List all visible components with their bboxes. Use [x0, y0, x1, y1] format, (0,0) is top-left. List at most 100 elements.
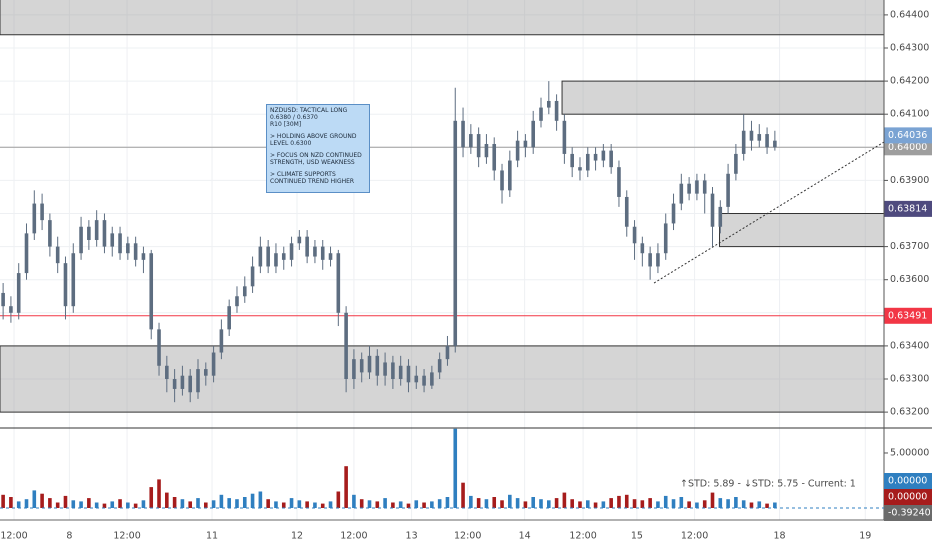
x-tick-label: 12:00: [0, 531, 27, 542]
annotation-box: NZDUSD: TACTICAL LONG 0.6380 / 0.6370 R10…: [266, 104, 370, 193]
histogram-bar: [398, 501, 403, 509]
histogram-bar: [570, 499, 574, 509]
candle-body: [375, 355, 380, 376]
candle-body: [726, 173, 730, 207]
y-tick-label: 0.64400: [890, 9, 929, 20]
histogram-bar: [40, 493, 44, 509]
price-badge: [884, 307, 932, 324]
candle-body: [71, 253, 76, 307]
candle-body: [710, 193, 715, 227]
x-tick-label: 15: [631, 531, 643, 542]
histogram-bar: [617, 495, 621, 509]
histogram-bar: [165, 492, 169, 509]
candle-body: [24, 233, 29, 274]
histogram-bar: [445, 497, 450, 509]
candle-body: [211, 352, 216, 376]
candle-body: [734, 153, 738, 174]
candle-body: [671, 203, 676, 224]
histogram-bar: [437, 499, 442, 509]
candle-body: [48, 220, 52, 247]
histogram-bar: [702, 500, 707, 509]
candle-body: [281, 253, 286, 260]
candle-body: [523, 140, 528, 148]
histogram-bar: [9, 497, 13, 509]
candle-body: [422, 375, 426, 386]
histogram-bar: [149, 487, 154, 509]
candle-body: [773, 140, 777, 148]
zone: [0, 345, 884, 413]
histogram-bar: [227, 498, 231, 509]
histogram-bar: [313, 502, 317, 509]
candle-body: [406, 365, 411, 383]
histogram-bar: [71, 500, 76, 509]
candle-body: [94, 220, 99, 240]
histogram-bar: [726, 499, 730, 509]
histogram-bar: [624, 494, 629, 509]
y-tick-label: 0.63900: [890, 175, 929, 186]
histogram-bar: [219, 494, 224, 509]
histogram-bar: [453, 428, 458, 509]
histogram-bar: [523, 501, 528, 509]
histogram-bar: [422, 502, 426, 509]
histogram-bar: [110, 501, 115, 509]
histogram-bar: [196, 498, 200, 509]
candle-body: [695, 180, 699, 194]
price-badge-label: 0.63491: [888, 310, 927, 321]
price-badge-label: 0.64036: [888, 130, 927, 141]
candle-body: [570, 153, 574, 168]
histogram-bar: [242, 497, 247, 509]
histogram-bar: [1, 494, 5, 509]
indicator-badge: [884, 489, 932, 505]
histogram-bar: [55, 502, 60, 509]
histogram-bar: [87, 498, 91, 509]
histogram-bar: [656, 501, 660, 509]
histogram-bar: [16, 501, 21, 509]
candle-body: [40, 203, 44, 221]
histogram-bar: [562, 492, 567, 509]
histogram-bar: [344, 466, 348, 509]
histogram-bar: [531, 497, 536, 509]
candle-body: [437, 359, 442, 373]
histogram-bar: [609, 498, 613, 509]
histogram-bar: [749, 502, 754, 509]
histogram-bar: [500, 500, 504, 509]
x-tick-label: 19: [859, 531, 871, 542]
candle-body: [344, 312, 348, 380]
candle-body: [585, 153, 590, 171]
y-tick-label: 0.64100: [890, 109, 929, 120]
histogram-bar: [133, 503, 138, 509]
histogram-bar: [492, 497, 497, 509]
histogram-bar: [336, 491, 341, 509]
candle-body: [515, 140, 520, 161]
histogram-bar: [63, 495, 68, 509]
histogram-bar: [695, 502, 699, 509]
candle-body: [188, 375, 193, 393]
candle-body: [227, 306, 231, 330]
candle-body: [126, 243, 130, 254]
histogram-bar: [710, 492, 715, 509]
histogram-bar: [585, 500, 590, 509]
candle-body: [266, 246, 270, 267]
histogram-bar: [328, 501, 333, 509]
histogram-bar: [24, 499, 29, 509]
candle-body: [391, 362, 395, 380]
candle-body: [87, 226, 91, 240]
candle-body: [702, 180, 707, 194]
x-tick-label: 14: [519, 531, 531, 542]
price-badge: [884, 200, 932, 217]
histogram-bar: [546, 500, 551, 509]
histogram-bar: [79, 501, 83, 509]
candle-body: [55, 246, 60, 264]
histogram-bar: [352, 494, 356, 509]
histogram-bar: [274, 501, 278, 509]
zone: [0, 0, 884, 36]
candle-body: [718, 206, 723, 227]
annotation-line: > CLIMATE SUPPORTS CONTINUED TREND HIGHE…: [270, 171, 355, 185]
x-tick-label: 12:00: [113, 531, 140, 542]
candle-body: [484, 143, 489, 158]
histogram-bar: [632, 499, 637, 509]
candle-body: [258, 246, 263, 267]
candle-body: [749, 130, 754, 141]
price-badge-label: 0.63814: [888, 203, 927, 214]
